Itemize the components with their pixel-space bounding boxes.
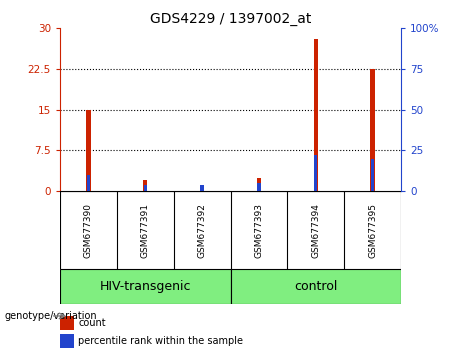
Bar — [86, 110, 91, 191]
Bar — [143, 180, 148, 191]
Text: GSM677390: GSM677390 — [84, 202, 93, 258]
Text: percentile rank within the sample: percentile rank within the sample — [78, 336, 243, 346]
Bar — [200, 185, 204, 191]
Text: GSM677394: GSM677394 — [311, 202, 320, 258]
Bar — [314, 155, 318, 191]
Bar — [60, 316, 74, 330]
Bar — [60, 334, 74, 348]
Title: GDS4229 / 1397002_at: GDS4229 / 1397002_at — [150, 12, 311, 26]
Text: count: count — [78, 318, 106, 328]
Text: GSM677393: GSM677393 — [254, 202, 263, 258]
Bar — [371, 159, 374, 191]
Bar — [87, 175, 90, 191]
Text: GSM677395: GSM677395 — [368, 202, 377, 258]
Text: HIV-transgenic: HIV-transgenic — [100, 280, 191, 293]
Bar — [257, 183, 260, 191]
Text: genotype/variation: genotype/variation — [5, 312, 97, 321]
Bar — [257, 178, 261, 191]
Bar — [313, 39, 318, 191]
Text: GSM677391: GSM677391 — [141, 202, 150, 258]
Bar — [230, 269, 401, 304]
Bar — [370, 69, 375, 191]
Text: GSM677392: GSM677392 — [198, 202, 207, 258]
Bar — [60, 269, 230, 304]
Bar — [143, 185, 147, 191]
Text: control: control — [294, 280, 337, 293]
Bar — [201, 185, 204, 191]
